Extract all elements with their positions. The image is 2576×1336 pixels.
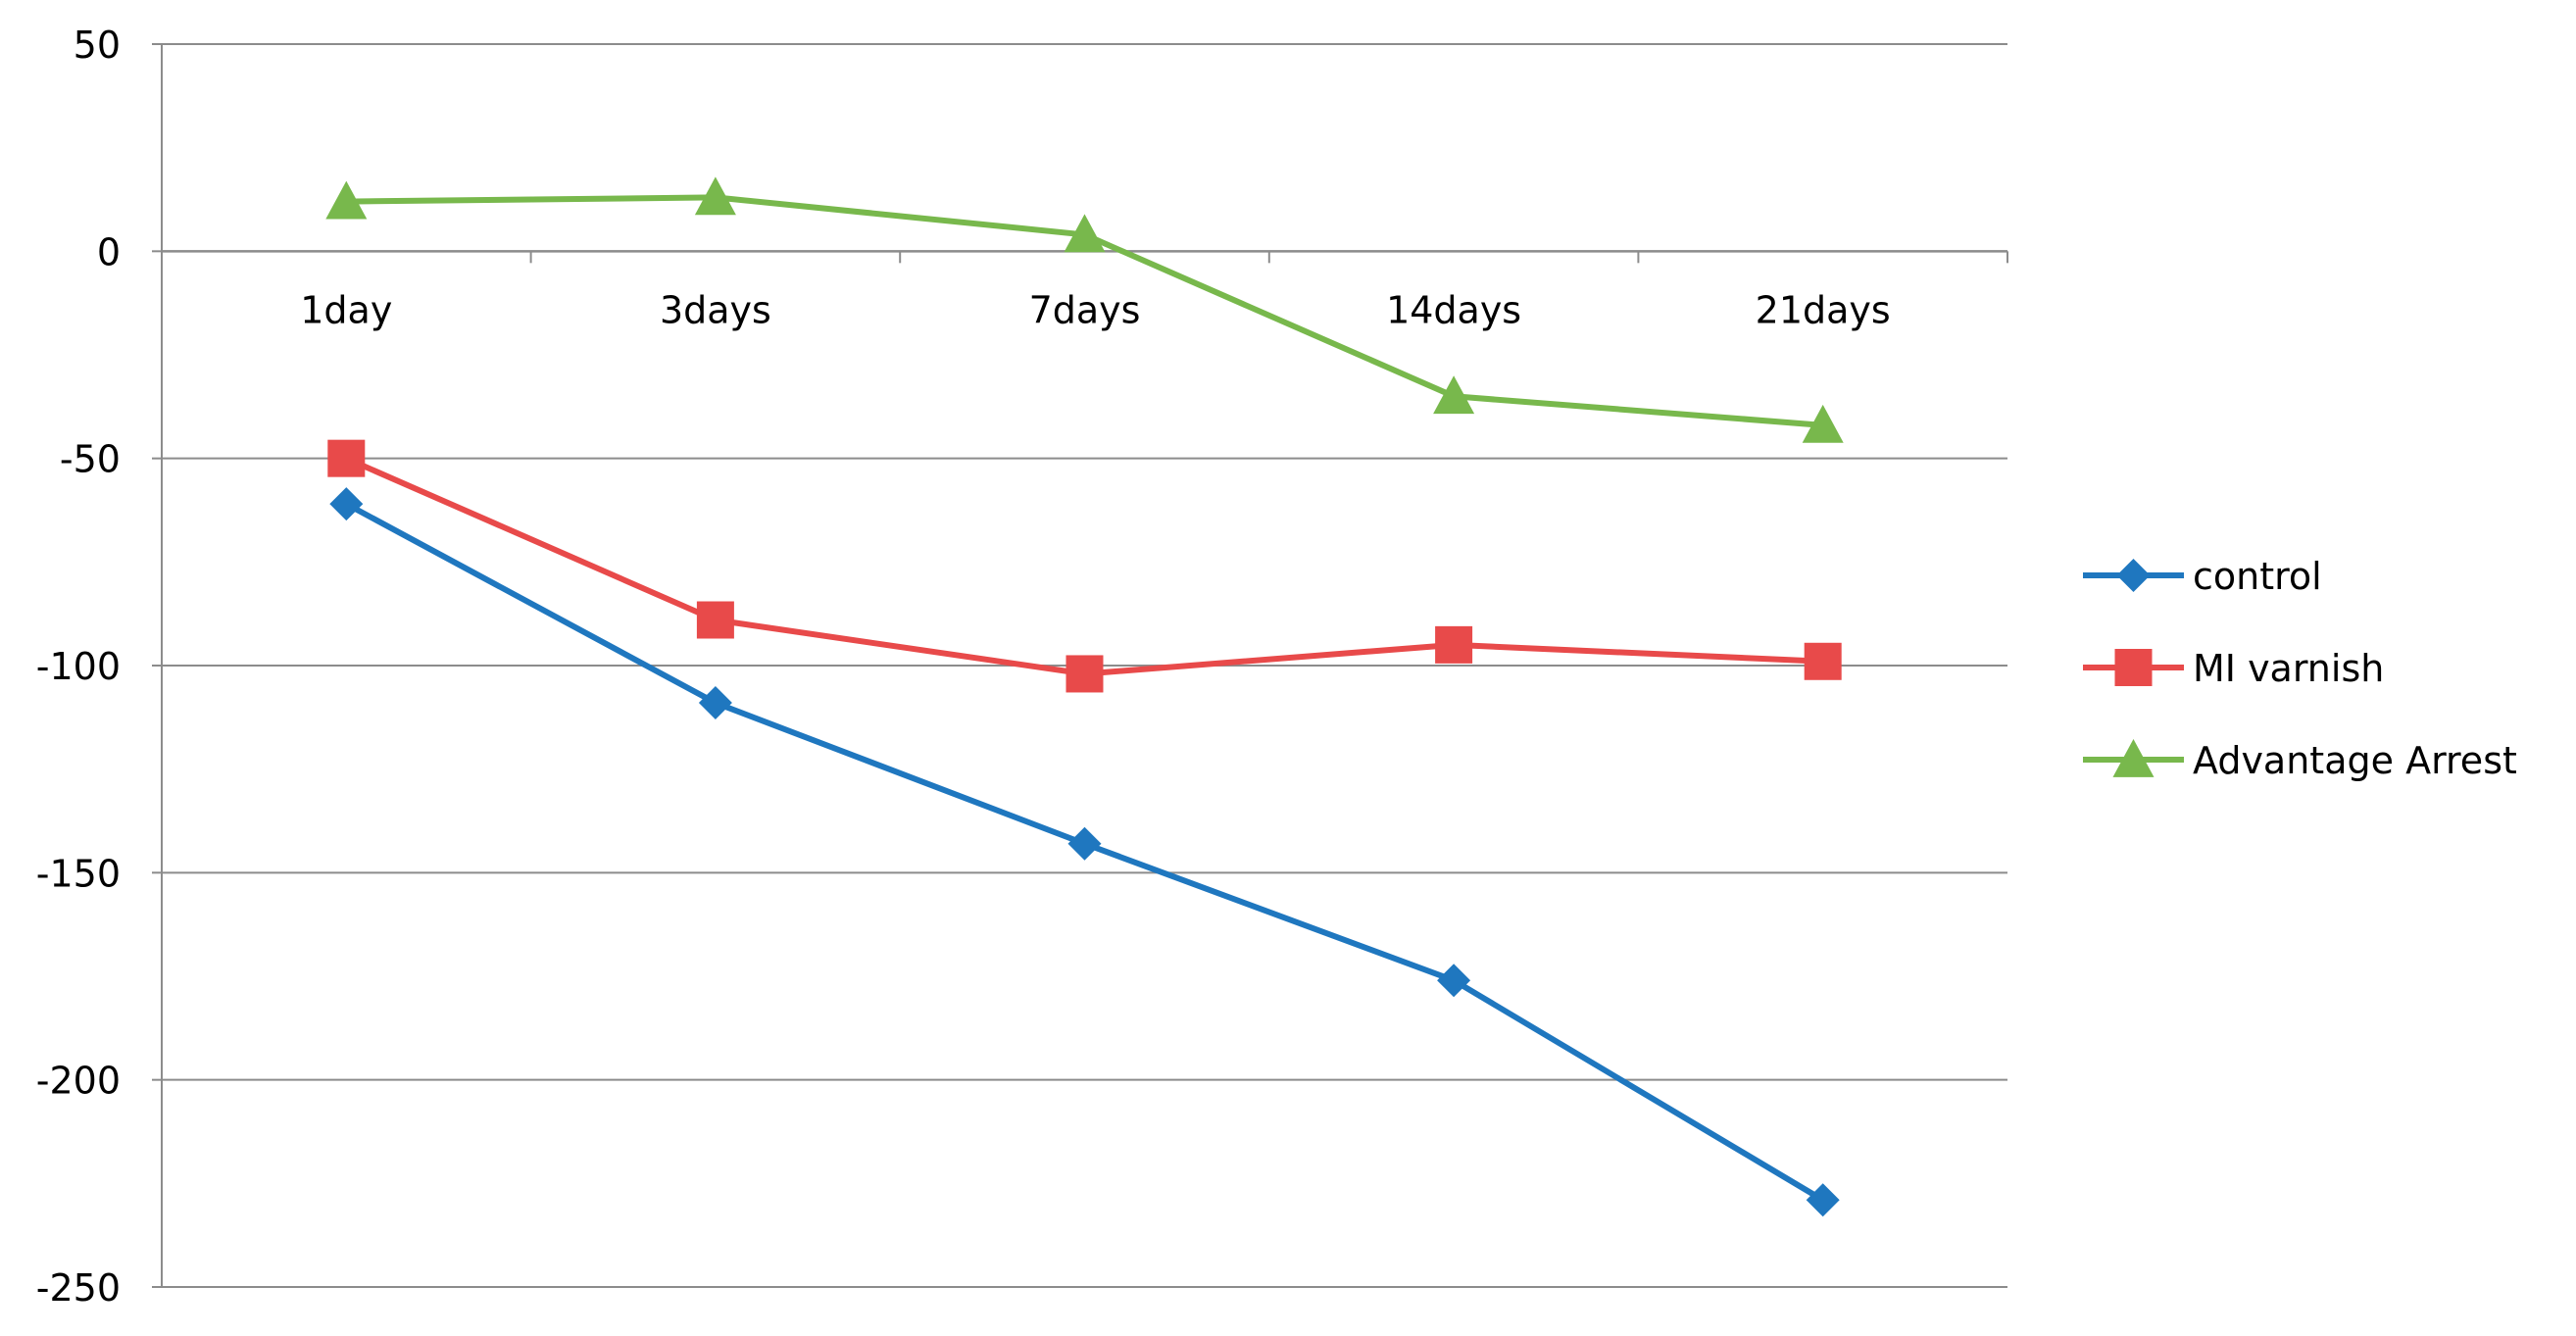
data-point — [329, 487, 364, 521]
series-advantage-arrest — [325, 176, 1844, 443]
x-tick-label: 3days — [660, 288, 771, 331]
data-point — [327, 439, 366, 477]
y-tick-label: -50 — [60, 438, 121, 481]
y-tick-label: 50 — [74, 24, 121, 67]
legend-label: MI varnish — [2193, 647, 2384, 690]
series-group — [325, 176, 1844, 1217]
y-tick-label: -250 — [36, 1266, 121, 1310]
data-point — [1064, 214, 1106, 253]
legend-entry: Advantage Arrest — [2083, 739, 2517, 782]
legend-entry: MI varnish — [2083, 647, 2384, 690]
legend-label: control — [2193, 555, 2322, 598]
x-axis: 1day 3days 7days 14days 21days — [161, 250, 2008, 331]
data-point — [1804, 642, 1842, 680]
data-point — [694, 176, 736, 216]
legend-label: Advantage Arrest — [2193, 739, 2517, 782]
data-point — [1435, 625, 1473, 664]
series-mi-varnish — [327, 439, 1842, 693]
data-point — [1437, 964, 1471, 998]
legend-marker — [2116, 559, 2151, 592]
x-tick-label: 14days — [1386, 288, 1521, 331]
y-tick-label: -200 — [36, 1060, 121, 1103]
legend: control MI varnish Advantage Arrest — [2083, 555, 2517, 782]
legend-entry: control — [2083, 555, 2322, 598]
x-tick-label: 1day — [300, 288, 392, 331]
x-tick-label: 7days — [1029, 288, 1141, 331]
data-point — [698, 686, 732, 720]
data-point — [1433, 375, 1475, 415]
data-point — [1802, 404, 1844, 443]
data-point — [1065, 655, 1104, 693]
y-tick-label: -150 — [36, 852, 121, 895]
series-control — [329, 487, 1840, 1217]
data-point — [1067, 826, 1102, 861]
legend-marker — [2114, 649, 2153, 686]
y-tick-label: 0 — [97, 230, 121, 273]
x-tick-label: 21days — [1756, 288, 1891, 331]
y-tick-label: -100 — [36, 645, 121, 688]
data-point — [325, 180, 368, 220]
data-point — [696, 601, 734, 639]
series-line — [345, 455, 1823, 677]
legend-marker — [2112, 739, 2155, 777]
data-point — [1806, 1183, 1840, 1217]
y-axis: 50 0 -50 -100 -150 -200 -250 — [36, 24, 163, 1310]
